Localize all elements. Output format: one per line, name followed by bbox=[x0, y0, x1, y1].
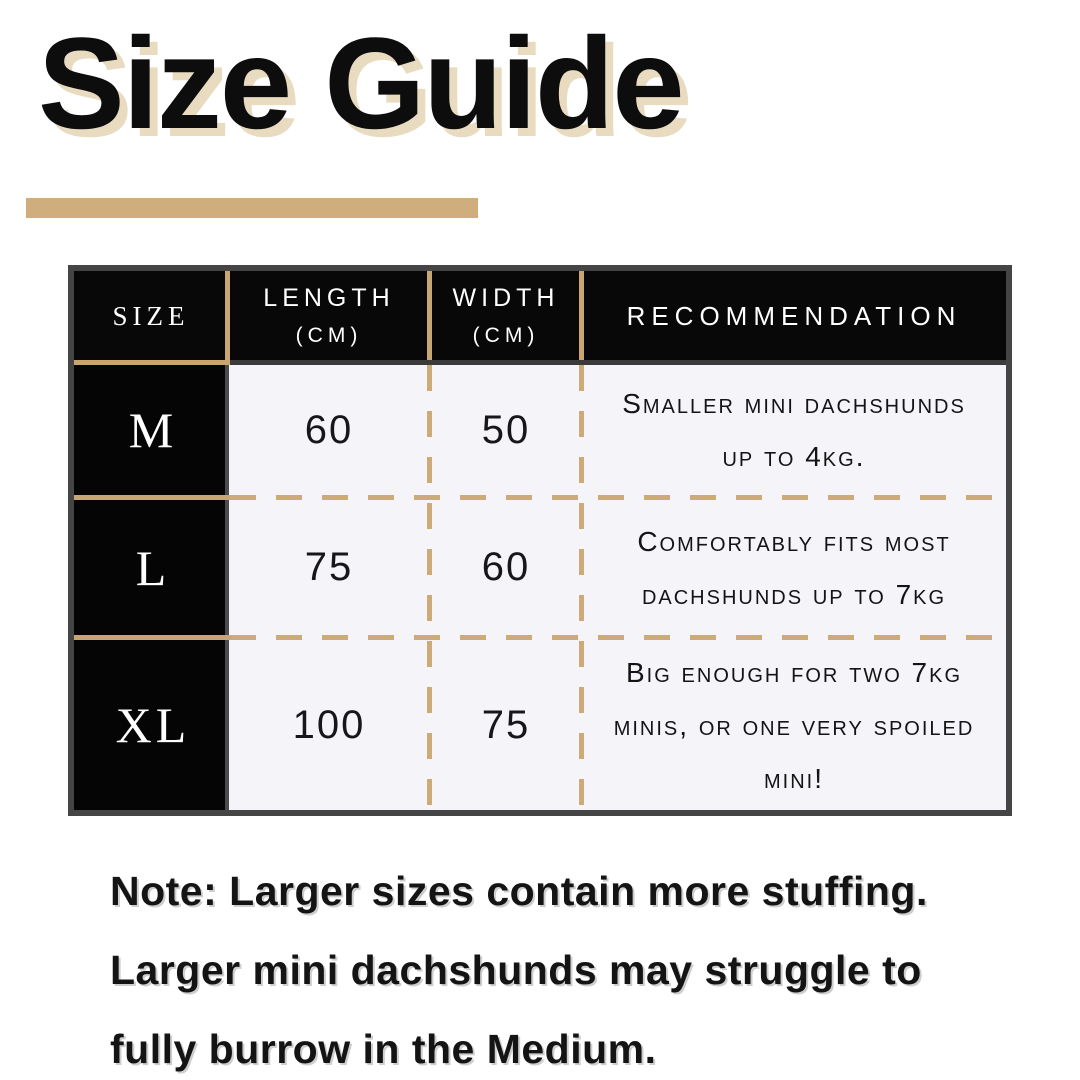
accent-bar bbox=[26, 198, 478, 218]
column-header-length-label: LENGTH bbox=[263, 283, 395, 312]
size-cell-xl: XL bbox=[74, 640, 228, 810]
note-line: fully burrow in the Medium. bbox=[110, 1026, 657, 1072]
dashed-row-divider bbox=[230, 495, 1006, 500]
recommendation-line: Comfortably fits most bbox=[637, 525, 951, 557]
column-header-size: SIZE bbox=[74, 271, 228, 360]
recommendation-line: mini! bbox=[764, 762, 824, 794]
note-line: Note: Larger sizes contain more stuffing… bbox=[110, 868, 928, 914]
recommendation-line: dachshunds up to 7kg bbox=[641, 578, 947, 610]
header-divider-vertical bbox=[225, 271, 230, 360]
column-header-width-label: WIDTH bbox=[452, 283, 560, 312]
size-row-divider bbox=[74, 635, 230, 640]
recommendation-cell-xl: Big enough for two 7kg minis, or one ver… bbox=[582, 640, 1006, 810]
note-line: Larger mini dachshunds may struggle to bbox=[110, 947, 922, 993]
note-text: Note: Larger sizes contain more stuffing… bbox=[110, 852, 1020, 1080]
column-header-width: WIDTH (CM) bbox=[430, 271, 582, 360]
recommendation-line: up to 4kg. bbox=[722, 441, 866, 472]
column-header-recommendation: RECOMMENDATION bbox=[582, 271, 1006, 360]
header-divider-vertical bbox=[579, 271, 584, 360]
size-row-divider bbox=[74, 495, 230, 500]
column-header-length: LENGTH (CM) bbox=[228, 271, 430, 360]
column-header-width-unit: (CM) bbox=[472, 323, 540, 347]
width-cell-l: 60 bbox=[481, 545, 531, 589]
column-header-size-label: SIZE bbox=[112, 300, 190, 331]
length-cell-xl: 100 bbox=[292, 702, 366, 747]
recommendation-line: Smaller mini dachshunds bbox=[622, 388, 966, 419]
size-cell-m: M bbox=[74, 365, 228, 495]
dashed-column-divider bbox=[579, 365, 584, 810]
recommendation-cell-l: Comfortably fits most dachshunds up to 7… bbox=[582, 500, 1006, 635]
page-title: Size Guide bbox=[38, 10, 685, 156]
header-bottom-divider bbox=[230, 360, 1006, 365]
dashed-row-divider bbox=[230, 635, 1006, 640]
recommendation-line: minis, or one very spoiled bbox=[613, 709, 975, 741]
column-header-length-unit: (CM) bbox=[295, 323, 363, 347]
length-cell-m: 60 bbox=[304, 407, 354, 452]
size-table: SIZE LENGTH (CM) WIDTH (CM) RECOMMENDATI… bbox=[68, 265, 1012, 816]
column-header-recommendation-label: RECOMMENDATION bbox=[626, 300, 962, 331]
dashed-column-divider bbox=[427, 365, 432, 810]
header-bottom-divider-size bbox=[74, 360, 230, 365]
width-cell-xl: 75 bbox=[481, 702, 531, 747]
recommendation-cell-m: Smaller mini dachshunds up to 4kg. bbox=[582, 365, 1006, 495]
header-divider-vertical bbox=[427, 271, 432, 360]
length-cell-l: 75 bbox=[304, 545, 354, 589]
recommendation-line: Big enough for two 7kg bbox=[625, 656, 963, 688]
size-column-divider bbox=[225, 365, 229, 810]
width-cell-m: 50 bbox=[481, 407, 531, 452]
size-cell-l: L bbox=[74, 500, 228, 635]
